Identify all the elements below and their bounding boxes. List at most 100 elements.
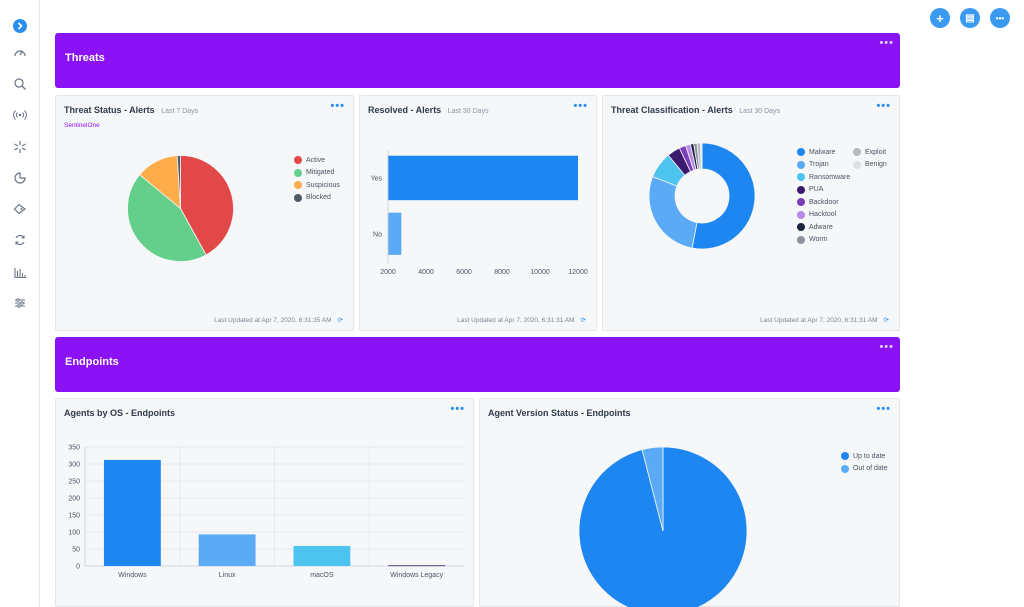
legend-swatch <box>841 464 849 473</box>
refresh-icon[interactable]: ⟳ <box>883 317 889 324</box>
resolved-bars: Yes No 2000 4000 6000 8000 10000 12000 <box>371 150 588 276</box>
agent-version-pie-chart <box>579 447 747 607</box>
resolved-bar-chart: Yes No 2000 4000 6000 8000 10000 12000 <box>371 150 588 276</box>
agent-version-legend-item-up-to-date[interactable]: Up to date <box>841 450 888 463</box>
legend-swatch <box>797 235 805 244</box>
sidebar <box>0 0 40 607</box>
bar-windows[interactable] <box>103 459 161 566</box>
threat-classification-legend-item-hacktool[interactable]: Hacktool <box>797 209 850 222</box>
pie-slice-blocked[interactable] <box>176 155 181 209</box>
bar-linux[interactable] <box>198 534 256 566</box>
threats-section-menu-button[interactable]: ••• <box>879 37 894 49</box>
settings-sliders-icon[interactable] <box>11 294 29 312</box>
x-tick-label: 12000 <box>568 269 588 276</box>
threat-classification-legend-item-adware[interactable]: Adware <box>797 221 850 234</box>
pie-slice-malware[interactable] <box>691 142 756 250</box>
endpoints-section-title: Endpoints <box>65 356 119 368</box>
threat-classification-legend-item-trojan[interactable]: Trojan <box>797 159 850 172</box>
threat-status-pie-slices <box>127 155 234 262</box>
y-tick-label: 150 <box>68 513 80 520</box>
pie-slice-benign[interactable] <box>699 142 703 170</box>
threat-classification-legend-item-ransomware[interactable]: Ransomware <box>797 171 850 184</box>
legend-swatch <box>294 181 302 190</box>
dashboard-gauge-icon[interactable] <box>11 44 29 62</box>
agent-version-pie-slices <box>579 447 747 607</box>
activity-star-icon[interactable] <box>11 138 29 156</box>
pie-slice-mitigated[interactable] <box>127 174 207 262</box>
pie-slice-out-of-date[interactable] <box>641 447 664 532</box>
legend-swatch <box>797 185 805 194</box>
y-tick-label: 50 <box>72 547 80 554</box>
threat-status-menu-button[interactable]: ••• <box>330 100 345 112</box>
threat-classification-legend-item-worm[interactable]: Worm <box>797 234 850 247</box>
legend-swatch <box>841 452 849 461</box>
sync-icon[interactable] <box>11 231 29 249</box>
x-tick-label: Windows Legacy <box>390 572 443 579</box>
agent-version-title: Agent Version Status - Endpoints <box>488 408 631 418</box>
threat-classification-donut-slices <box>648 142 756 250</box>
legend-label: Trojan <box>809 161 829 169</box>
refresh-icon[interactable]: ⟳ <box>580 317 586 324</box>
legend-label: Active <box>306 156 326 164</box>
legend-label: Out of date <box>853 465 888 473</box>
threat-status-title-text: Threat Status - Alerts <box>64 105 155 115</box>
threat-classification-panel: Threat Classification - Alerts Last 30 D… <box>602 95 900 331</box>
legend-swatch <box>797 223 805 232</box>
legend-swatch <box>294 168 302 177</box>
threat-status-updated: Last Updated at Apr 7, 2020, 6:31:35 AM ⟳ <box>214 316 343 324</box>
agent-version-legend-item-out-of-date[interactable]: Out of date <box>841 463 888 476</box>
resolved-title: Resolved - Alerts Last 30 Days <box>368 105 489 115</box>
threat-status-legend-item-suspicious[interactable]: Suspicious <box>294 179 340 192</box>
bar-windows-legacy[interactable] <box>388 565 446 567</box>
agent-version-panel: Agent Version Status - Endpoints ••• Up … <box>479 398 900 607</box>
threat-classification-legend-item-exploit[interactable]: Exploit <box>853 146 887 159</box>
refresh-icon[interactable]: ⟳ <box>337 317 343 324</box>
threat-classification-legend-item-backdoor[interactable]: Backdoor <box>797 196 850 209</box>
x-tick-label: Windows <box>118 572 147 579</box>
x-tick-label: Linux <box>219 572 236 579</box>
bar-macos[interactable] <box>293 545 351 566</box>
resolved-menu-button[interactable]: ••• <box>573 100 588 112</box>
agents-by-os-bar-chart: 0 50 100 150 200 250 300 350 Windows Linux macOS Wi… <box>68 445 464 579</box>
y-tick-label: 200 <box>68 496 80 503</box>
threat-status-legend-item-mitigated[interactable]: Mitigated <box>294 167 340 180</box>
top-actions: + ▤ ••• <box>930 8 1010 28</box>
pie-slice-up-to-date[interactable] <box>579 447 747 607</box>
bar-yes[interactable] <box>388 155 578 201</box>
endpoints-section-menu-button[interactable]: ••• <box>879 341 894 353</box>
sidebar-expand-icon[interactable] <box>13 19 27 33</box>
threat-classification-legend-item-benign[interactable]: Benign <box>853 159 887 172</box>
search-icon[interactable] <box>11 75 29 93</box>
threat-status-updated-text: Last Updated at Apr 7, 2020, 6:31:35 AM <box>214 317 332 324</box>
analytics-bars-icon[interactable] <box>11 263 29 281</box>
legend-swatch <box>797 160 805 169</box>
y-tick-label: 100 <box>68 530 80 537</box>
clipboard-button[interactable]: ▤ <box>960 8 980 28</box>
threat-status-panel: Threat Status - Alerts Last 7 Days ••• S… <box>55 95 354 331</box>
legend-label: Suspicious <box>306 181 340 189</box>
legend-label: Up to date <box>853 452 886 460</box>
reports-icon[interactable] <box>11 169 29 187</box>
threat-status-legend-item-active[interactable]: Active <box>294 154 340 167</box>
legend-label: Exploit <box>865 148 887 156</box>
legend-label: Worm <box>809 236 828 244</box>
broadcast-icon[interactable] <box>11 106 29 124</box>
agents-by-os-panel: Agents by OS - Endpoints ••• 0 50 100 150 20… <box>55 398 474 607</box>
threat-status-source: SentinelOne <box>64 122 100 129</box>
threat-status-legend-item-blocked[interactable]: Blocked <box>294 192 340 205</box>
agents-by-os-bars: 0 50 100 150 200 250 300 350 Windows Linux macOS Wi… <box>68 445 464 579</box>
tag-icon[interactable] <box>11 200 29 218</box>
threat-classification-menu-button[interactable]: ••• <box>876 100 891 112</box>
y-tick-label: No <box>373 231 382 238</box>
agents-by-os-menu-button[interactable]: ••• <box>450 403 465 415</box>
add-widget-button[interactable]: + <box>930 8 950 28</box>
threat-classification-legend-item-pua[interactable]: PUA <box>797 184 850 197</box>
y-tick-label: 0 <box>76 564 80 571</box>
more-options-button[interactable]: ••• <box>990 8 1010 28</box>
threat-status-subtitle: Last 7 Days <box>161 108 199 115</box>
pie-slice-active[interactable] <box>180 155 234 256</box>
agent-version-menu-button[interactable]: ••• <box>876 403 891 415</box>
threat-classification-legend-item-malware[interactable]: Malware <box>797 146 850 159</box>
bar-no[interactable] <box>388 212 402 255</box>
pie-slice-trojan[interactable] <box>648 175 698 249</box>
